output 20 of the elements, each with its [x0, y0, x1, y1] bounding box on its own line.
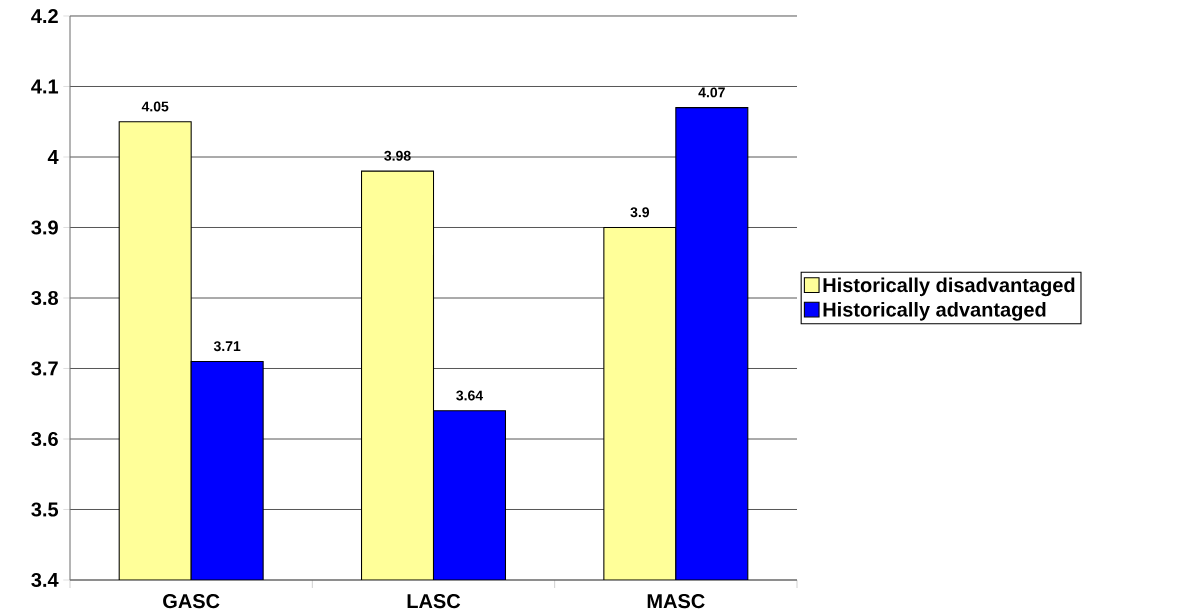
x-tick-label: MASC [647, 594, 705, 609]
data-label: 4.05 [141, 101, 169, 112]
data-label: 3.71 [213, 341, 241, 352]
x-tick-label: LASC [407, 594, 461, 609]
legend-label: Historically disadvantaged [823, 277, 1075, 297]
data-label: 3.64 [456, 390, 484, 401]
y-tick-label: 3.5 [31, 502, 59, 517]
x-tick-label: GASC [163, 594, 220, 609]
y-tick-label: 3.7 [31, 361, 58, 376]
y-tick-label: 3.4 [31, 572, 59, 588]
y-tick-label: 4.1 [31, 79, 59, 94]
data-label: 4.07 [698, 87, 725, 98]
data-label: 3.98 [384, 150, 411, 161]
data-label: 3.9 [630, 207, 650, 218]
y-tick-label: 4.2 [31, 9, 58, 23]
y-tick-label: 3.6 [31, 431, 58, 447]
y-tick-label: 3.9 [31, 220, 58, 235]
legend-label: Historically advantaged [823, 302, 1046, 321]
y-tick-label: 3.8 [31, 290, 58, 306]
y-tick-label: 4 [47, 150, 59, 164]
